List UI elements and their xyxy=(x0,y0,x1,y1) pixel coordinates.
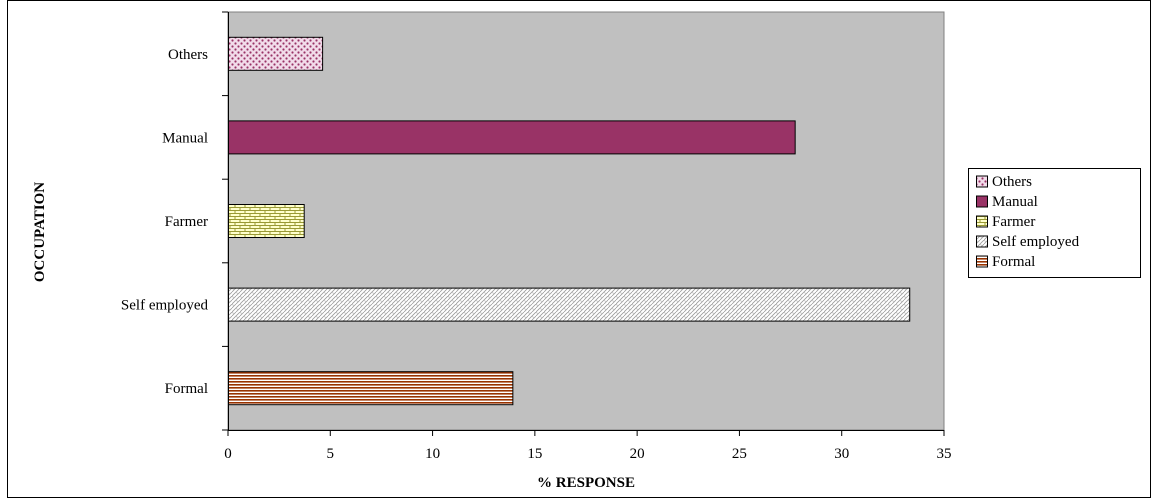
y-axis-title: OCCUPATION xyxy=(32,182,48,282)
legend-swatch xyxy=(976,235,988,248)
x-axis-ticks xyxy=(227,430,945,436)
category-label: Farmer xyxy=(165,214,208,230)
legend-swatch xyxy=(976,175,988,188)
legend: Others Manual Farmer Self employed Formal xyxy=(968,168,1141,278)
bar-others xyxy=(228,36,324,71)
bar-formal xyxy=(228,371,514,406)
bars xyxy=(228,36,911,406)
category-label: Others xyxy=(168,47,208,63)
category-labels: Others Manual Farmer Self employed Formal xyxy=(121,47,209,397)
x-axis-title: % RESPONSE xyxy=(537,475,635,491)
legend-label: Self employed xyxy=(992,234,1080,250)
legend-label: Farmer xyxy=(992,214,1035,230)
legend-label: Others xyxy=(992,174,1032,190)
x-tick-label: 15 xyxy=(527,446,542,462)
legend-label: Formal xyxy=(992,254,1035,270)
category-label: Formal xyxy=(165,381,208,397)
legend-box xyxy=(968,168,1141,278)
legend-swatch xyxy=(976,215,988,228)
x-tick-label: 5 xyxy=(327,446,335,462)
x-tick-label: 0 xyxy=(224,446,232,462)
category-label: Self employed xyxy=(121,298,209,314)
legend-label: Manual xyxy=(992,194,1038,210)
x-tick-labels: 0 5 10 15 20 25 30 35 xyxy=(224,446,951,462)
legend-swatch xyxy=(976,255,988,268)
x-tick-label: 10 xyxy=(425,446,440,462)
plot-area xyxy=(227,11,945,431)
legend-swatch xyxy=(976,195,988,208)
bar-farmer xyxy=(228,204,305,238)
x-tick-label: 20 xyxy=(630,446,645,462)
bar-self-employed xyxy=(228,287,911,322)
y-axis-ticks xyxy=(222,11,228,431)
x-tick-label: 25 xyxy=(732,446,747,462)
x-tick-label: 30 xyxy=(834,446,849,462)
x-tick-label: 35 xyxy=(937,446,952,462)
bar-manual xyxy=(228,120,796,155)
category-label: Manual xyxy=(162,130,208,146)
